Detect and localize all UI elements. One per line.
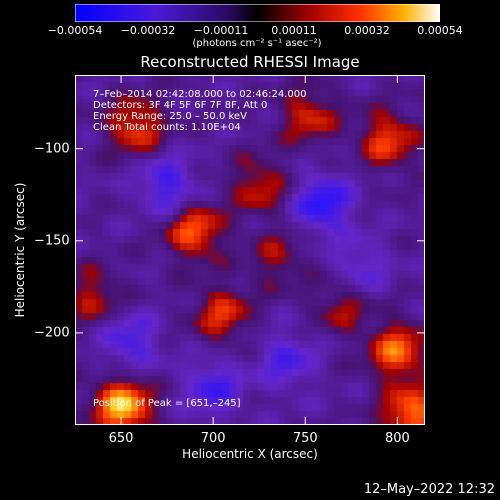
x-axis-label: Heliocentric X (arcsec) — [182, 447, 318, 461]
x-tick-label: 700 — [200, 431, 226, 446]
annotation-clean-counts: Clean Total counts: 1.10E+04 — [93, 122, 241, 133]
colorbar-tick-label: −0.00054 — [47, 24, 103, 37]
chart-title: Reconstructed RHESSI Image — [140, 53, 360, 71]
y-tick-label: −150 — [34, 233, 70, 249]
annotation-time-range: 7–Feb–2014 02:42:08.000 to 02:46:24.000 — [93, 89, 307, 100]
heatmap-image — [75, 75, 425, 425]
colorbar-tick-label: 0.00054 — [417, 24, 463, 37]
colorbar-tick-label: −0.00011 — [193, 24, 249, 37]
y-tick-label: −100 — [34, 141, 70, 157]
y-axis-label: Heliocentric Y (arcsec) — [13, 182, 27, 318]
annotation-peak-position: Position of Peak = [651,–245] — [93, 398, 241, 409]
colorbar-tick-label: 0.00032 — [344, 24, 390, 37]
x-tick-label: 800 — [384, 431, 410, 446]
x-tick-label: 650 — [108, 431, 134, 446]
annotation-energy-range: Energy Range: 25.0 – 50.0 keV — [93, 111, 247, 122]
colorbar-tick-label: 0.00011 — [271, 24, 317, 37]
annotation-detectors: Detectors: 3F 4F 5F 6F 7F 8F, Att 0 — [93, 100, 268, 111]
render-timestamp: 12–May–2022 12:32 — [363, 482, 495, 497]
colorbar-tick-label: −0.00032 — [120, 24, 176, 37]
colorbar — [75, 4, 440, 22]
y-tick-label: −200 — [34, 325, 70, 341]
x-tick-label: 750 — [292, 431, 318, 446]
colorbar-units: (photons cm⁻² s⁻¹ asec⁻²) — [192, 38, 322, 49]
